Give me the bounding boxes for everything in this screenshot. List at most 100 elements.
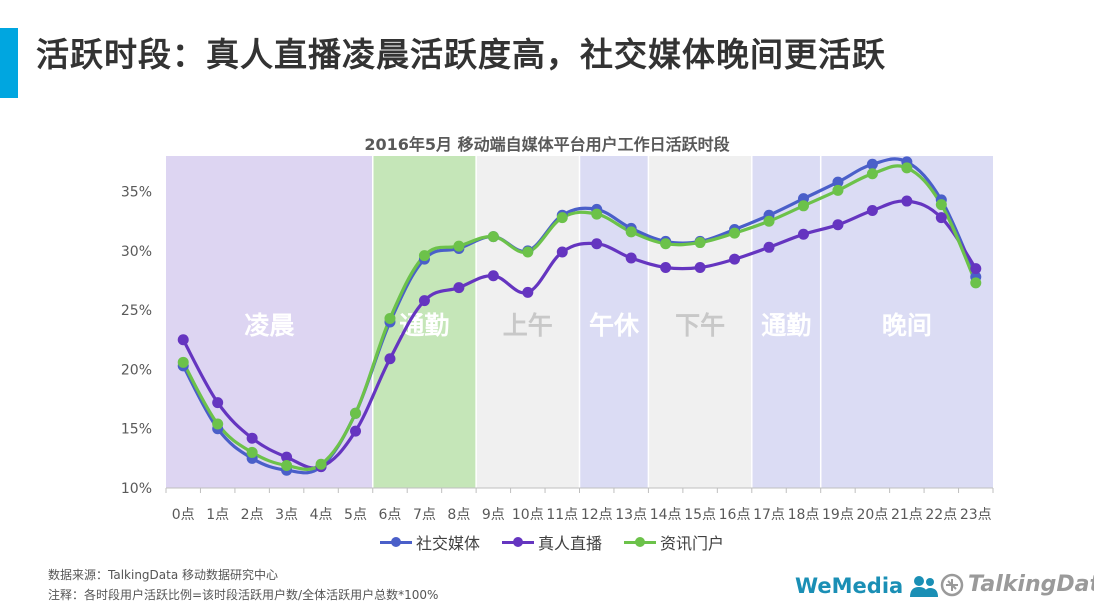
data-point-s2-0 <box>177 356 189 368</box>
data-point-s2-8 <box>453 240 465 252</box>
x-tick-label: 9点 <box>482 507 505 523</box>
wemedia-logo: WeMedia <box>795 574 939 598</box>
data-point-s2-15 <box>694 237 706 249</box>
data-point-s1-8 <box>453 282 465 294</box>
data-point-s1-15 <box>694 261 706 273</box>
y-tick-label: 15% <box>121 422 152 438</box>
period-label: 上午 <box>503 311 553 340</box>
legend-marker-live <box>502 537 535 547</box>
data-point-s2-4 <box>315 458 327 470</box>
x-tick-label: 15点 <box>684 507 716 523</box>
data-point-s2-20 <box>866 168 878 180</box>
data-point-s1-10 <box>522 286 534 298</box>
period-label: 通勤 <box>761 311 811 340</box>
y-tick-label: 35% <box>121 185 152 201</box>
legend-label-news: 资讯门户 <box>660 534 725 553</box>
data-point-s1-3 <box>281 451 293 463</box>
legend-item-news: 资讯门户 <box>624 530 724 554</box>
data-point-s1-0 <box>177 334 189 346</box>
data-point-s1-18 <box>797 228 809 240</box>
talkingdata-mark-icon <box>940 573 964 596</box>
period-band-4 <box>648 156 752 488</box>
definition-note: 注释：各时段用户活跃比例=该时段活跃用户数/全体活跃用户总数*100% <box>48 588 439 602</box>
x-tick-label: 11点 <box>546 507 578 523</box>
data-point-s1-19 <box>832 219 844 231</box>
data-point-s1-23 <box>970 263 982 275</box>
x-tick-label: 12点 <box>581 507 613 523</box>
wemedia-logo-text: WeMedia <box>795 574 904 598</box>
data-point-s2-18 <box>797 200 809 212</box>
period-label: 凌晨 <box>244 311 295 340</box>
data-point-s2-5 <box>350 407 362 419</box>
data-point-s2-2 <box>246 446 258 458</box>
data-point-s1-20 <box>866 205 878 217</box>
x-tick-label: 18点 <box>788 507 820 523</box>
legend-item-live: 真人直播 <box>502 530 602 554</box>
data-point-s0-20 <box>866 158 878 170</box>
page-title: 活跃时段：真人直播凌晨活跃度高，社交媒体晚间更活跃 <box>36 35 886 74</box>
data-point-s1-16 <box>729 253 741 265</box>
x-tick-label: 0点 <box>172 507 195 523</box>
data-point-s1-13 <box>625 252 637 264</box>
x-tick-label: 3点 <box>275 507 298 523</box>
data-point-s1-22 <box>935 212 947 224</box>
x-tick-label: 4点 <box>310 507 333 523</box>
data-point-s2-17 <box>763 215 775 227</box>
legend-label-social: 社交媒体 <box>416 534 481 553</box>
x-tick-label: 20点 <box>856 507 888 523</box>
accent-bar <box>0 28 18 98</box>
data-point-s1-12 <box>591 238 603 250</box>
legend-marker-social <box>380 537 412 547</box>
x-tick-label: 6点 <box>379 507 402 523</box>
data-point-s1-21 <box>901 195 913 207</box>
y-tick-label: 20% <box>121 362 152 378</box>
talkingdata-logo: TalkingData <box>940 572 1094 597</box>
data-point-s2-13 <box>625 226 637 238</box>
period-label: 下午 <box>675 311 725 340</box>
data-point-s2-22 <box>935 199 947 211</box>
x-tick-label: 7点 <box>413 507 436 523</box>
x-tick-label: 10点 <box>512 507 544 523</box>
x-tick-label: 13点 <box>615 507 647 523</box>
period-band-3 <box>579 156 649 488</box>
users-icon <box>910 576 939 597</box>
x-tick-label: 14点 <box>650 507 682 523</box>
legend-marker-news <box>624 537 657 547</box>
x-tick-label: 23点 <box>960 507 992 523</box>
legend-item-social: 社交媒体 <box>380 530 480 554</box>
data-point-s1-17 <box>763 241 775 253</box>
data-point-s1-2 <box>246 432 258 444</box>
data-point-s2-11 <box>556 212 568 224</box>
chart-title: 2016年5月 移动端自媒体平台用户工作日活跃时段 <box>364 135 730 154</box>
y-tick-label: 10% <box>121 481 152 497</box>
data-point-s2-6 <box>384 312 396 324</box>
data-point-s1-11 <box>556 246 568 258</box>
data-point-s2-12 <box>591 208 603 220</box>
x-tick-label: 19点 <box>822 507 854 523</box>
x-tick-label: 8点 <box>447 507 470 523</box>
chart-legend: 社交媒体 真人直播 资讯门户 <box>380 530 724 554</box>
data-source-note: 数据来源：TalkingData 移动数据研究中心 <box>48 568 279 582</box>
data-point-s2-7 <box>418 250 430 262</box>
x-tick-label: 5点 <box>344 507 367 523</box>
data-point-s1-7 <box>418 295 430 307</box>
y-tick-label: 30% <box>121 244 152 260</box>
data-point-s2-10 <box>522 246 534 258</box>
period-band-6 <box>820 156 993 488</box>
data-point-s1-9 <box>487 270 499 282</box>
data-point-s1-14 <box>660 261 672 273</box>
y-tick-label: 25% <box>121 303 152 319</box>
data-point-s2-3 <box>281 459 293 471</box>
x-tick-label: 17点 <box>753 507 785 523</box>
data-point-s2-14 <box>660 238 672 250</box>
period-label: 晚间 <box>882 311 932 340</box>
x-tick-label: 16点 <box>719 507 751 523</box>
legend-label-live: 真人直播 <box>538 534 603 553</box>
x-tick-label: 21点 <box>891 507 923 523</box>
talkingdata-logo-text: TalkingData <box>968 572 1094 597</box>
data-point-s2-16 <box>729 227 741 239</box>
data-point-s2-23 <box>970 277 982 289</box>
x-tick-label: 1点 <box>206 507 229 523</box>
data-point-s2-19 <box>832 184 844 196</box>
